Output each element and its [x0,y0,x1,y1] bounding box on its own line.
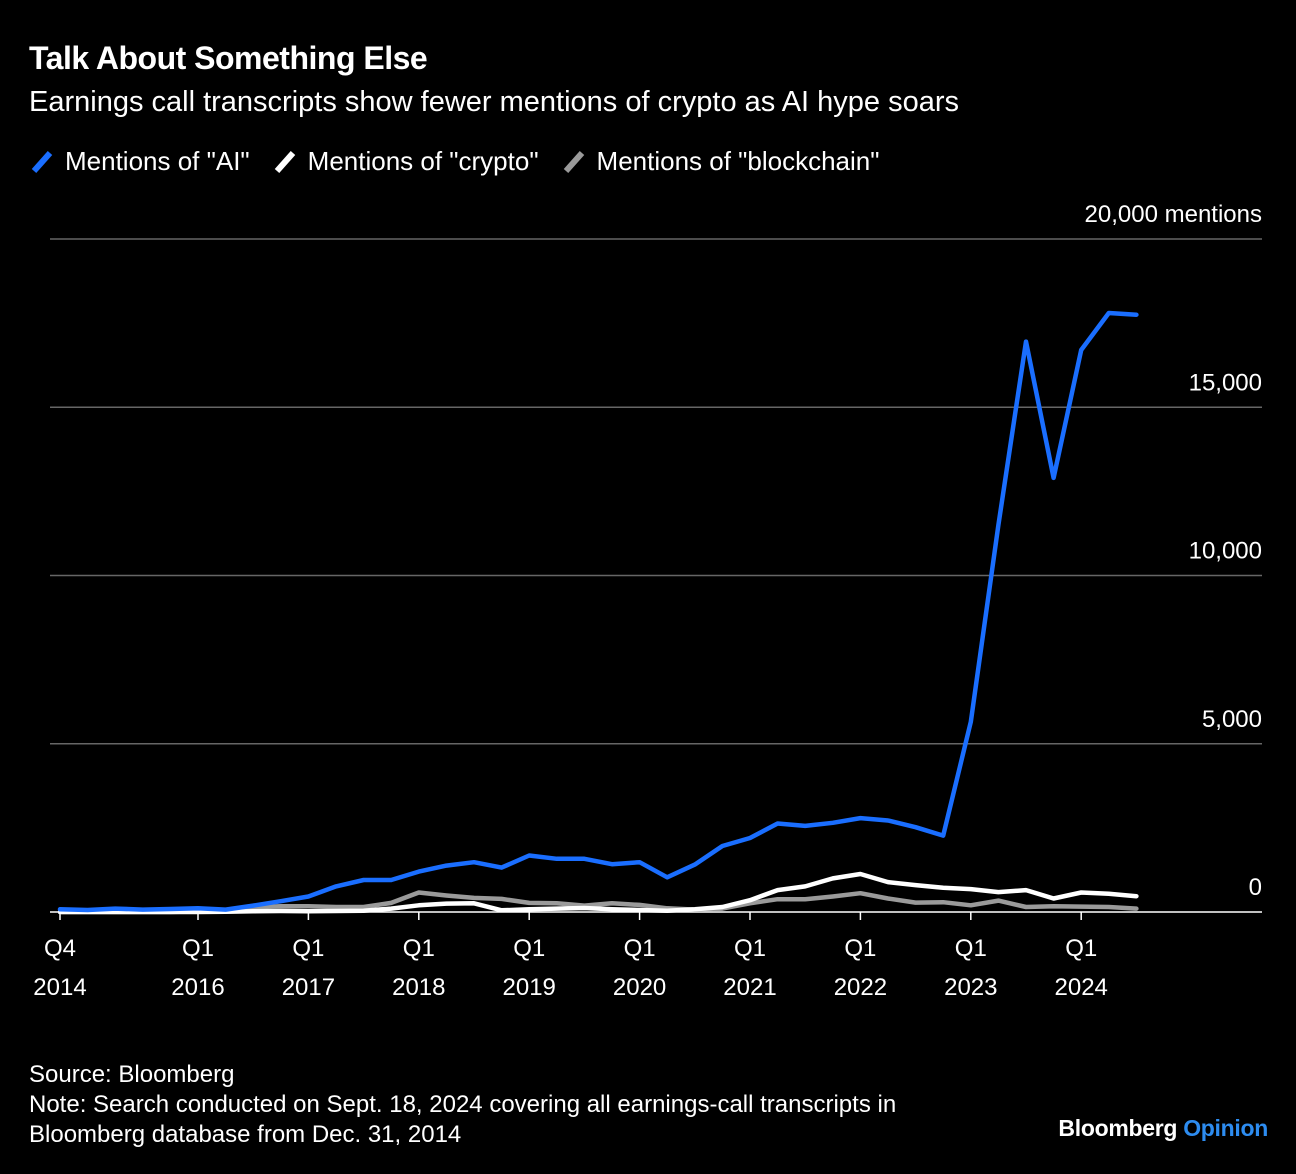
y-tick-label-0: 0 [1249,874,1262,901]
series-line-crypto [57,871,1139,915]
x-tick-label-year-2021: 2021 [723,974,776,1001]
x-tick-label-year-2023: 2023 [944,974,997,1001]
series-line-ai [57,310,1139,913]
x-tick-label-quarter-2016: Q1 [182,935,214,962]
x-tick-label-quarter-2017: Q1 [292,935,324,962]
chart-subtitle: Earnings call transcripts show fewer men… [29,86,960,118]
x-tick-label-year-2022: 2022 [834,974,887,1001]
chart-title: Talk About Something Else [29,40,428,76]
legend-swatch-blockchain [563,150,584,173]
x-tick-label-quarter-2014: Q4 [44,935,76,962]
x-tick-label-year-2014: 2014 [33,974,86,1001]
y-tick-label-15000: 15,000 [1189,369,1262,396]
legend-label-blockchain: Mentions of "blockchain" [596,146,880,176]
y-tick-label-5000: 5,000 [1202,706,1262,733]
legend-item-ai: Mentions of "AI" [29,146,250,177]
x-tick-label-year-2018: 2018 [392,974,445,1001]
legend: Mentions of "AI" Mentions of "crypto" Me… [29,146,902,177]
x-tick-label-quarter-2024: Q1 [1065,935,1097,962]
legend-swatch-crypto [274,150,295,173]
x-tick-label-quarter-2018: Q1 [403,935,435,962]
brand-logo: Bloomberg Opinion [1058,1115,1268,1142]
x-tick-label-quarter-2019: Q1 [513,935,545,962]
x-tick-label-year-2020: 2020 [613,974,666,1001]
source-note: Source: Bloomberg [29,1061,235,1088]
legend-label-ai: Mentions of "AI" [65,146,250,176]
x-tick-label-quarter-2023: Q1 [955,935,987,962]
legend-item-blockchain: Mentions of "blockchain" [561,146,880,177]
footer: Source: Bloomberg Note: Search conducted… [29,1060,896,1150]
method-note-line-1: Note: Search conducted on Sept. 18, 2024… [29,1091,897,1118]
x-tick-label-year-2019: 2019 [503,974,556,1001]
legend-item-crypto: Mentions of "crypto" [272,146,539,177]
legend-swatch-ai [31,150,53,173]
method-note-line-2: Bloomberg database from Dec. 31, 2014 [29,1121,462,1148]
x-tick-label-year-2024: 2024 [1055,974,1108,1001]
y-tick-label-20000: 20,000 mentions [1085,201,1262,228]
x-tick-label-year-2017: 2017 [282,974,335,1001]
legend-label-crypto: Mentions of "crypto" [307,146,539,176]
x-tick-label-quarter-2021: Q1 [734,935,766,962]
brand-main: Bloomberg [1058,1115,1178,1141]
x-tick-label-quarter-2020: Q1 [624,935,656,962]
brand-sub: Opinion [1183,1115,1268,1141]
x-tick-label-quarter-2022: Q1 [844,935,876,962]
y-tick-label-10000: 10,000 [1189,538,1262,565]
x-tick-label-year-2016: 2016 [171,974,224,1001]
